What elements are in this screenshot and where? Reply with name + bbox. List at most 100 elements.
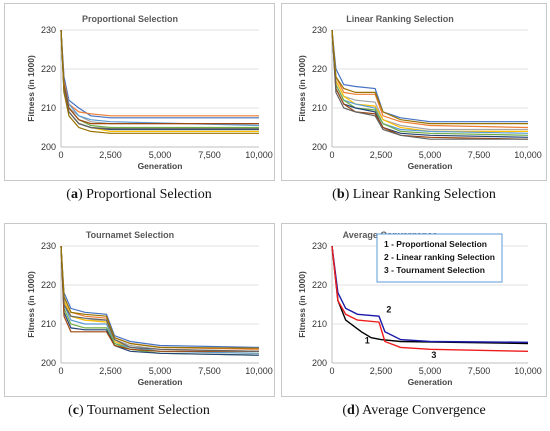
- chart-svg: 200 210 220 230 0 2,500 5,000 7,500 10,000 Propor…: [26, 14, 273, 171]
- caption-a: (a) Proportional Selection: [66, 187, 212, 202]
- y-tick-label: 210: [41, 103, 56, 113]
- x-tick-label: 2,500: [370, 150, 393, 160]
- y-tick-label: 200: [312, 142, 327, 152]
- x-axis-label: Generation: [408, 161, 453, 171]
- series-line-3: [331, 245, 529, 352]
- series-line-10: [331, 29, 528, 125]
- x-tick-label: 2,500: [99, 366, 122, 376]
- series-line-10: [60, 245, 260, 349]
- y-tick-label: 230: [312, 241, 327, 251]
- x-tick-label: 5,000: [419, 150, 442, 160]
- series-line-2: [331, 29, 529, 129]
- caption-c: (c) Tournament Selection: [68, 403, 210, 418]
- x-tick-label: 0: [58, 150, 63, 160]
- chart-svg: 200 210 220 230 0 2,500 5,000 7,500 10,000 Tourna…: [26, 230, 273, 387]
- y-axis-label: Fitness (in 1000): [297, 271, 307, 338]
- series-line-6: [60, 29, 259, 129]
- series-line-3: [331, 29, 528, 131]
- x-tick-label: 5,000: [149, 366, 172, 376]
- x-tick-label: 0: [58, 366, 63, 376]
- y-axis-label: Fitness (in 1000): [297, 55, 307, 122]
- annotation-label: 3: [431, 350, 436, 360]
- y-tick-label: 230: [41, 241, 56, 251]
- y-tick-label: 200: [41, 358, 56, 368]
- caption-letter: a: [70, 187, 78, 202]
- series-line-1: [60, 29, 259, 119]
- x-tick-label: 10,000: [245, 150, 273, 160]
- series-line-6: [60, 245, 260, 356]
- series-line-1: [60, 245, 260, 348]
- y-tick-label: 230: [41, 25, 56, 35]
- legend-entry: 1 - Proportional Selection: [384, 239, 487, 249]
- y-tick-label: 210: [312, 103, 327, 113]
- caption-letter: c: [72, 403, 79, 418]
- y-tick-label: 200: [312, 358, 327, 368]
- series-line-2: [60, 29, 259, 117]
- legend-entry: 2 - Linear ranking Selection: [384, 252, 495, 262]
- chart-title: Proportional Selection: [82, 14, 178, 24]
- x-tick-label: 7,500: [198, 150, 221, 160]
- series-line-2: [331, 245, 529, 343]
- annotation-label: 2: [386, 304, 391, 314]
- series-line-1: [331, 29, 528, 123]
- y-tick-label: 220: [41, 64, 56, 74]
- y-tick-label: 220: [312, 64, 327, 74]
- caption-text: Proportional Selection: [82, 187, 212, 202]
- caption-text: Average Convergence: [359, 403, 486, 418]
- x-axis-label: Generation: [138, 377, 183, 387]
- y-tick-label: 210: [312, 319, 327, 329]
- legend-entry: 3 - Tournament Selection: [384, 265, 485, 275]
- series-line-4: [60, 245, 260, 354]
- panel-linear-ranking-selection: 200 210 220 230 0 2,500 5,000 7,500 10,000 Linear…: [281, 3, 547, 181]
- caption-text: Tournament Selection: [83, 403, 210, 418]
- x-tick-label: 0: [329, 366, 334, 376]
- series-line-5: [60, 29, 260, 127]
- series-line-3: [60, 29, 259, 125]
- series-line-6: [331, 29, 529, 136]
- caption-letter: b: [336, 187, 345, 202]
- series-line-7: [60, 245, 260, 356]
- x-tick-label: 0: [329, 150, 334, 160]
- series-line-8: [60, 29, 259, 125]
- caption-letter: d: [346, 403, 355, 418]
- x-tick-label: 10,000: [514, 366, 542, 376]
- series-line-9: [60, 245, 260, 352]
- x-tick-label: 7,500: [198, 366, 221, 376]
- chart-svg: 200 210 220 230 0 2,500 5,000 7,500 10,000 Linear…: [297, 14, 542, 171]
- x-tick-label: 10,000: [245, 366, 273, 376]
- y-axis-label: Fitness (in 1000): [26, 271, 36, 338]
- x-tick-label: 5,000: [149, 150, 172, 160]
- x-tick-label: 7,500: [468, 150, 491, 160]
- series-line-8: [60, 245, 259, 352]
- panel-proportional-selection: 200 210 220 230 0 2,500 5,000 7,500 10,000 Propor…: [4, 3, 275, 181]
- series-line-3: [60, 245, 260, 352]
- series-line-4: [331, 29, 528, 132]
- caption-b: (b) Linear Ranking Selection: [332, 187, 496, 202]
- y-tick-label: 200: [41, 142, 56, 152]
- annotation-label: 1: [365, 336, 370, 346]
- chart-title: Linear Ranking Selection: [346, 14, 454, 24]
- y-tick-label: 230: [312, 25, 327, 35]
- x-axis-label: Generation: [408, 377, 453, 387]
- x-tick-label: 10,000: [514, 150, 542, 160]
- x-axis-label: Generation: [138, 161, 183, 171]
- caption-text: Linear Ranking Selection: [349, 187, 496, 202]
- y-tick-label: 210: [41, 319, 56, 329]
- series-line-5: [331, 29, 529, 134]
- x-tick-label: 2,500: [99, 150, 122, 160]
- y-tick-label: 220: [312, 280, 327, 290]
- series-line-2: [60, 245, 260, 350]
- y-axis-label: Fitness (in 1000): [26, 55, 36, 122]
- x-tick-label: 5,000: [419, 366, 442, 376]
- series-line-10: [60, 29, 259, 134]
- y-tick-label: 220: [41, 280, 56, 290]
- series-line-9: [331, 29, 528, 140]
- caption-d: (d) Average Convergence: [342, 403, 486, 418]
- series-line-5: [60, 245, 260, 354]
- series-line-7: [60, 29, 259, 131]
- series-line-8: [331, 29, 529, 140]
- panel-tournament-selection: 200 210 220 230 0 2,500 5,000 7,500 10,000 Tourna…: [4, 223, 275, 397]
- x-tick-label: 7,500: [468, 366, 491, 376]
- chart-title: Tournamet Selection: [86, 230, 174, 240]
